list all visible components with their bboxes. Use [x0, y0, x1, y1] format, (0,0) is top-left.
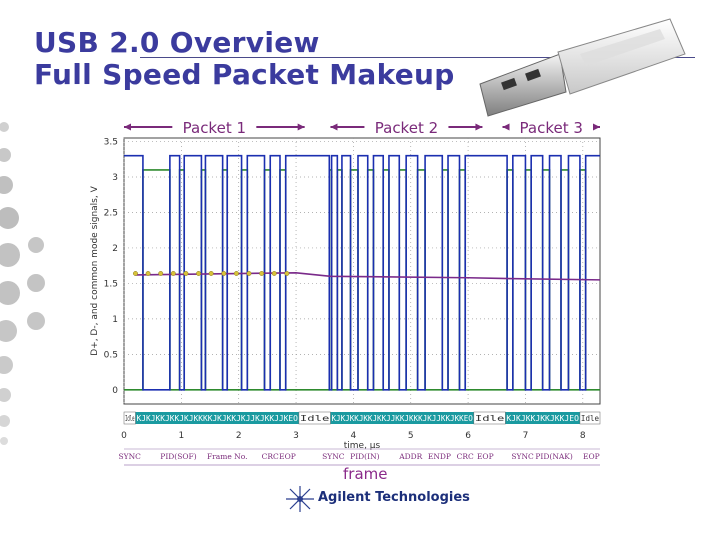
common-mode-marker [170, 271, 176, 276]
agilent-spark-icon [286, 486, 314, 512]
x-tick-label: 0 [121, 431, 127, 441]
decode-symbol-text: Idle [475, 414, 505, 423]
x-tick-label: 8 [580, 431, 586, 441]
y-tick-label: 1.5 [104, 279, 118, 289]
packet-arrowhead [330, 123, 338, 131]
decode-idle-cell [473, 411, 506, 425]
packet-arrowhead [475, 123, 483, 131]
y-tick-label: 3.5 [104, 138, 118, 148]
common-mode-marker [284, 271, 290, 276]
frame-label: frame [343, 465, 388, 483]
common-mode-marker [271, 271, 277, 276]
common-mode-marker [183, 271, 189, 276]
common-mode-marker [158, 271, 164, 276]
x-axis-label: time, µs [344, 441, 381, 451]
common-mode-marker [246, 271, 252, 276]
field-label: Frame No. [207, 452, 248, 461]
field-label: ADDR [398, 452, 422, 461]
packet-label: Packet 3 [520, 119, 583, 137]
decode-symbol-text: KJKJKKJKKJKJKKKKJKJKKJKJJKJKKJJKEO [136, 414, 298, 423]
slide-title-line1: USB 2.0 Overview [34, 26, 320, 59]
packet-arrowhead [502, 123, 510, 131]
x-tick-label: 1 [178, 431, 184, 441]
field-label: SYNC [511, 452, 534, 461]
packet-label: Packet 2 [375, 119, 438, 137]
x-tick-label: 2 [236, 431, 242, 441]
decode-symbol-text: KJKJKKJKKJKKJEO [506, 414, 579, 423]
decode-symbol-text: KJKJKKJKKJKKJJKKJKKKJKJJKKJKKEO [331, 414, 473, 423]
field-label: EOP [583, 452, 600, 461]
brand-name: Agilent Technologies [318, 490, 470, 505]
series-d- [124, 169, 600, 391]
y-tick-label: 0.5 [104, 350, 118, 360]
series-common-mode [135, 271, 601, 281]
y-tick-label: 3 [112, 173, 118, 183]
packet-arrowhead [593, 123, 600, 131]
decorative-dots [0, 122, 45, 445]
field-label: PID(NAK) [535, 452, 573, 461]
packet-label: Packet 1 [183, 119, 246, 137]
field-label: EOP [279, 452, 296, 461]
field-label: ENDP [428, 452, 451, 461]
decode-symbol-text: Idle [300, 414, 330, 423]
common-mode-marker [208, 271, 214, 276]
decode-symbol-text: Idle [125, 414, 135, 423]
packet-arrowhead [297, 123, 305, 131]
field-label: PID(SOF) [160, 452, 196, 461]
y-axis-label: D+, D-, and common mode signals, V [90, 185, 100, 355]
common-mode-marker [221, 271, 227, 276]
common-mode-marker [133, 271, 138, 276]
x-tick-label: 3 [293, 431, 299, 441]
title-underline [140, 57, 695, 58]
decode-idle-cell [579, 411, 601, 425]
x-tick-label: 7 [523, 431, 529, 441]
decode-idle-cell [298, 411, 331, 425]
decode-idle-cell [123, 411, 136, 425]
field-label: PID(IN) [350, 452, 379, 461]
series-d- [124, 154, 600, 391]
common-mode-marker [145, 271, 151, 276]
slide-title-line2: Full Speed Packet Makeup [34, 58, 455, 91]
field-label: SYNC [322, 452, 345, 461]
field-label: SYNC [119, 452, 142, 461]
y-tick-label: 2.5 [104, 208, 118, 218]
usb-plug-icon [479, 18, 686, 117]
y-tick-label: 1 [112, 315, 118, 325]
field-label: CRC [457, 452, 474, 461]
x-tick-label: 4 [351, 431, 357, 441]
packet-arrowhead [124, 123, 131, 131]
y-tick-label: 0 [112, 386, 118, 396]
plot-area [123, 137, 601, 405]
y-tick-label: 2 [112, 244, 118, 254]
x-tick-label: 5 [408, 431, 414, 441]
common-mode-marker [259, 271, 265, 276]
x-tick-label: 6 [465, 431, 471, 441]
field-label: CRC [262, 452, 279, 461]
decode-symbol-text: Idle [581, 414, 600, 423]
common-mode-marker [196, 271, 202, 276]
field-label: EOP [477, 452, 494, 461]
common-mode-marker [233, 271, 239, 276]
